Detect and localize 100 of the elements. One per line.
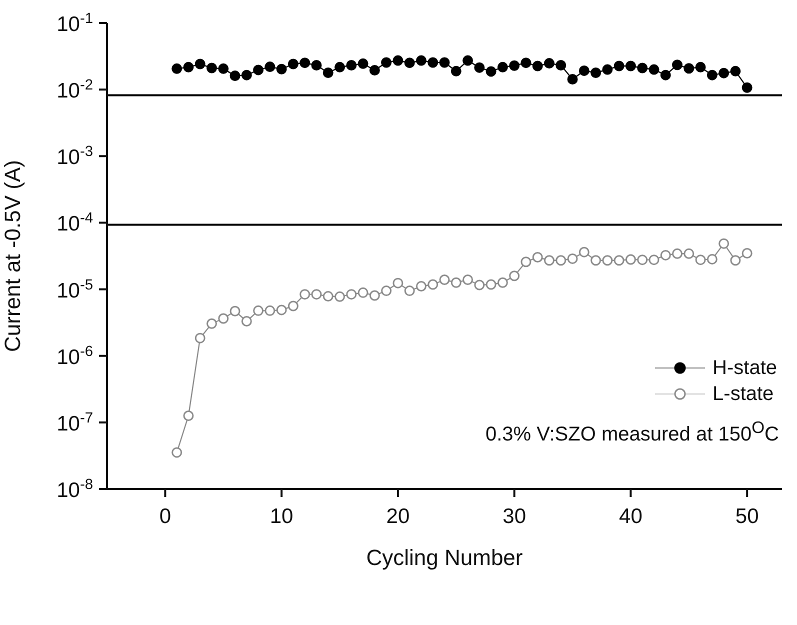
x-tick-label: 0 bbox=[159, 505, 172, 528]
point bbox=[567, 74, 578, 84]
point bbox=[578, 65, 590, 76]
point bbox=[718, 238, 730, 249]
point bbox=[206, 318, 217, 329]
y-tick-label: 10$^{-8}$ bbox=[56, 477, 93, 502]
y-tick-label: 10$^{-1}$ bbox=[56, 11, 93, 36]
point bbox=[369, 290, 380, 301]
point bbox=[497, 277, 508, 288]
point bbox=[416, 55, 426, 66]
point bbox=[183, 62, 194, 72]
x-axis-title: Cycling Number bbox=[366, 545, 523, 570]
y-tick-label: 10$^{-6}$ bbox=[56, 344, 93, 369]
point bbox=[172, 63, 182, 74]
point bbox=[578, 246, 590, 258]
point bbox=[300, 289, 310, 300]
point bbox=[648, 254, 660, 266]
point bbox=[684, 63, 694, 74]
point bbox=[194, 332, 206, 344]
point bbox=[264, 305, 276, 316]
point bbox=[614, 60, 624, 72]
point bbox=[334, 62, 346, 72]
point bbox=[358, 58, 368, 69]
point bbox=[544, 255, 554, 266]
annotation: 0.3% V:SZO measured at 150$^{O}$C bbox=[486, 418, 779, 447]
y-tick-label: 10$^{-2}$ bbox=[56, 78, 93, 103]
point bbox=[520, 256, 532, 268]
point bbox=[556, 60, 566, 70]
y-tick-label: 10$^{-4}$ bbox=[56, 210, 93, 236]
point bbox=[404, 58, 415, 68]
point bbox=[730, 255, 741, 266]
y-axis-title: Current at -0.5V (A) bbox=[0, 160, 25, 352]
point bbox=[520, 58, 532, 68]
point bbox=[439, 274, 450, 286]
point bbox=[369, 65, 380, 76]
point bbox=[730, 66, 741, 76]
point bbox=[206, 62, 217, 74]
point bbox=[311, 60, 322, 70]
point bbox=[381, 286, 392, 296]
point bbox=[532, 252, 543, 262]
point bbox=[462, 55, 474, 66]
point bbox=[334, 291, 346, 302]
x-tick-label: 40 bbox=[619, 505, 642, 528]
point bbox=[230, 306, 240, 316]
point bbox=[625, 60, 636, 72]
point bbox=[322, 67, 334, 78]
point bbox=[590, 255, 602, 266]
point bbox=[695, 254, 706, 266]
point bbox=[742, 248, 752, 258]
legend-label: L-state bbox=[712, 382, 774, 406]
point bbox=[509, 60, 520, 71]
point bbox=[322, 291, 334, 302]
point bbox=[183, 410, 194, 421]
point bbox=[509, 270, 520, 282]
point bbox=[742, 82, 752, 93]
y-tick-label: 10$^{-5}$ bbox=[56, 277, 93, 302]
point bbox=[544, 58, 554, 69]
point bbox=[218, 313, 229, 324]
x-tick-label: 30 bbox=[502, 505, 526, 528]
x-tick-label: 50 bbox=[735, 505, 759, 528]
point bbox=[311, 289, 322, 300]
point bbox=[474, 280, 485, 290]
point bbox=[672, 248, 683, 259]
point bbox=[264, 62, 276, 72]
point bbox=[392, 55, 404, 66]
point bbox=[532, 60, 543, 72]
y-tick-label: 10$^{-3}$ bbox=[56, 144, 93, 170]
point bbox=[218, 63, 229, 74]
point bbox=[672, 60, 683, 70]
point bbox=[706, 254, 718, 264]
point bbox=[439, 57, 450, 68]
point bbox=[428, 279, 438, 290]
point bbox=[230, 70, 240, 82]
x-tick-label: 20 bbox=[386, 505, 410, 528]
point bbox=[462, 274, 474, 286]
point bbox=[428, 57, 438, 68]
point bbox=[602, 64, 613, 75]
point bbox=[288, 300, 298, 312]
point bbox=[637, 254, 648, 266]
point bbox=[450, 66, 462, 76]
point bbox=[253, 64, 264, 76]
point bbox=[300, 58, 310, 68]
y-tick-label: 10$^{-7}$ bbox=[56, 410, 93, 436]
point bbox=[660, 250, 671, 260]
point bbox=[276, 304, 287, 316]
point bbox=[288, 58, 298, 70]
point bbox=[556, 255, 566, 266]
point bbox=[590, 67, 602, 78]
point bbox=[241, 70, 252, 80]
point bbox=[614, 255, 624, 266]
point bbox=[567, 253, 578, 264]
point bbox=[346, 289, 357, 300]
point bbox=[684, 248, 694, 259]
point bbox=[497, 62, 508, 72]
point bbox=[602, 255, 613, 266]
point bbox=[718, 68, 730, 78]
point bbox=[450, 277, 462, 288]
point bbox=[241, 316, 252, 326]
point bbox=[404, 286, 415, 296]
point bbox=[194, 58, 206, 70]
